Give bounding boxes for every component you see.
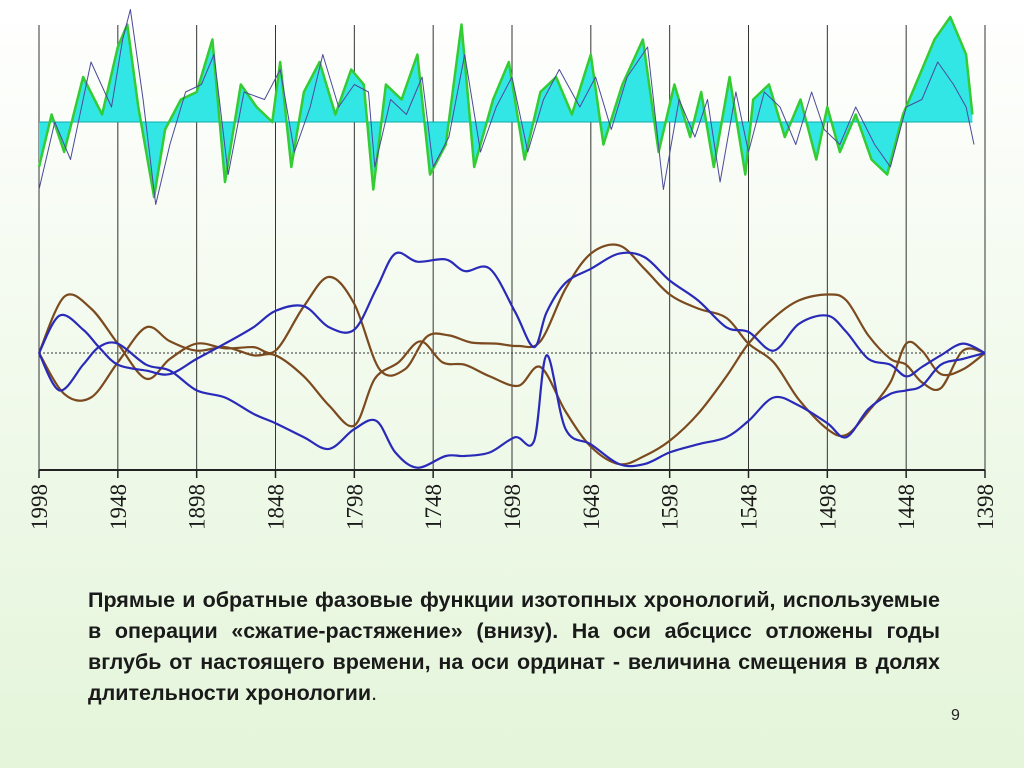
caption-text: Прямые и обратные фазовые функции изотоп…: [88, 588, 940, 705]
phase-curve-3: [38, 251, 986, 378]
tick-label-1898: 1898: [185, 484, 210, 530]
phase-curve-4: [38, 341, 986, 469]
tick-label-1748: 1748: [421, 484, 446, 530]
phase-curve-2: [38, 293, 986, 466]
phase-functions-chart: 1998 1948 1898 1848 1798 1748 1698 1648 1598 1548…: [27, 9, 998, 530]
tick-label-1598: 1598: [658, 484, 683, 530]
tick-label-1848: 1848: [264, 484, 289, 530]
bottom-phase-panel: [37, 243, 986, 469]
tick-label-1798: 1798: [342, 484, 367, 530]
tick-label-1498: 1498: [815, 484, 840, 530]
tick-label-1548: 1548: [737, 484, 762, 530]
tick-label-1398: 1398: [973, 484, 998, 530]
tick-label-1998: 1998: [27, 484, 52, 530]
top-series-thin: [38, 9, 975, 205]
top-isotope-panel: [37, 9, 975, 205]
top-series-green: [37, 15, 974, 199]
tick-label-1448: 1448: [894, 484, 919, 530]
tick-label-1948: 1948: [106, 484, 131, 530]
top-area-fill: [39, 17, 973, 197]
caption-end: .: [371, 681, 378, 705]
x-axis: 1998 1948 1898 1848 1798 1748 1698 1648 1598 1548…: [27, 469, 998, 530]
page-number: 9: [951, 707, 960, 724]
caption: Прямые и обратные фазовые функции изотоп…: [88, 585, 940, 709]
tick-label-1698: 1698: [500, 484, 525, 530]
tick-label-1648: 1648: [579, 484, 604, 530]
